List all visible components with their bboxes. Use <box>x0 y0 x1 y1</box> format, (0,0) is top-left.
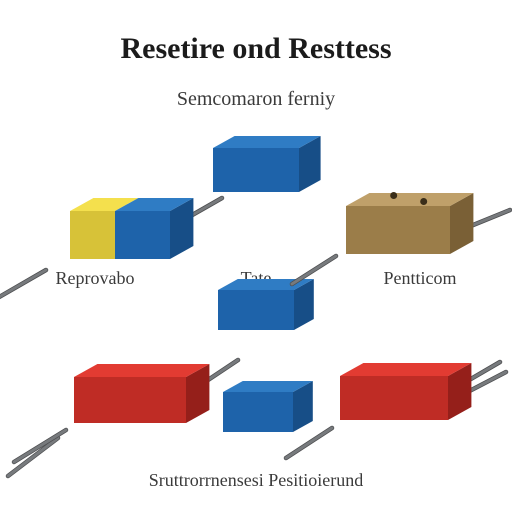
infographic-stage: Resetire ond Resttess Semcomaron ferniy … <box>0 0 512 512</box>
components-canvas <box>0 0 512 512</box>
